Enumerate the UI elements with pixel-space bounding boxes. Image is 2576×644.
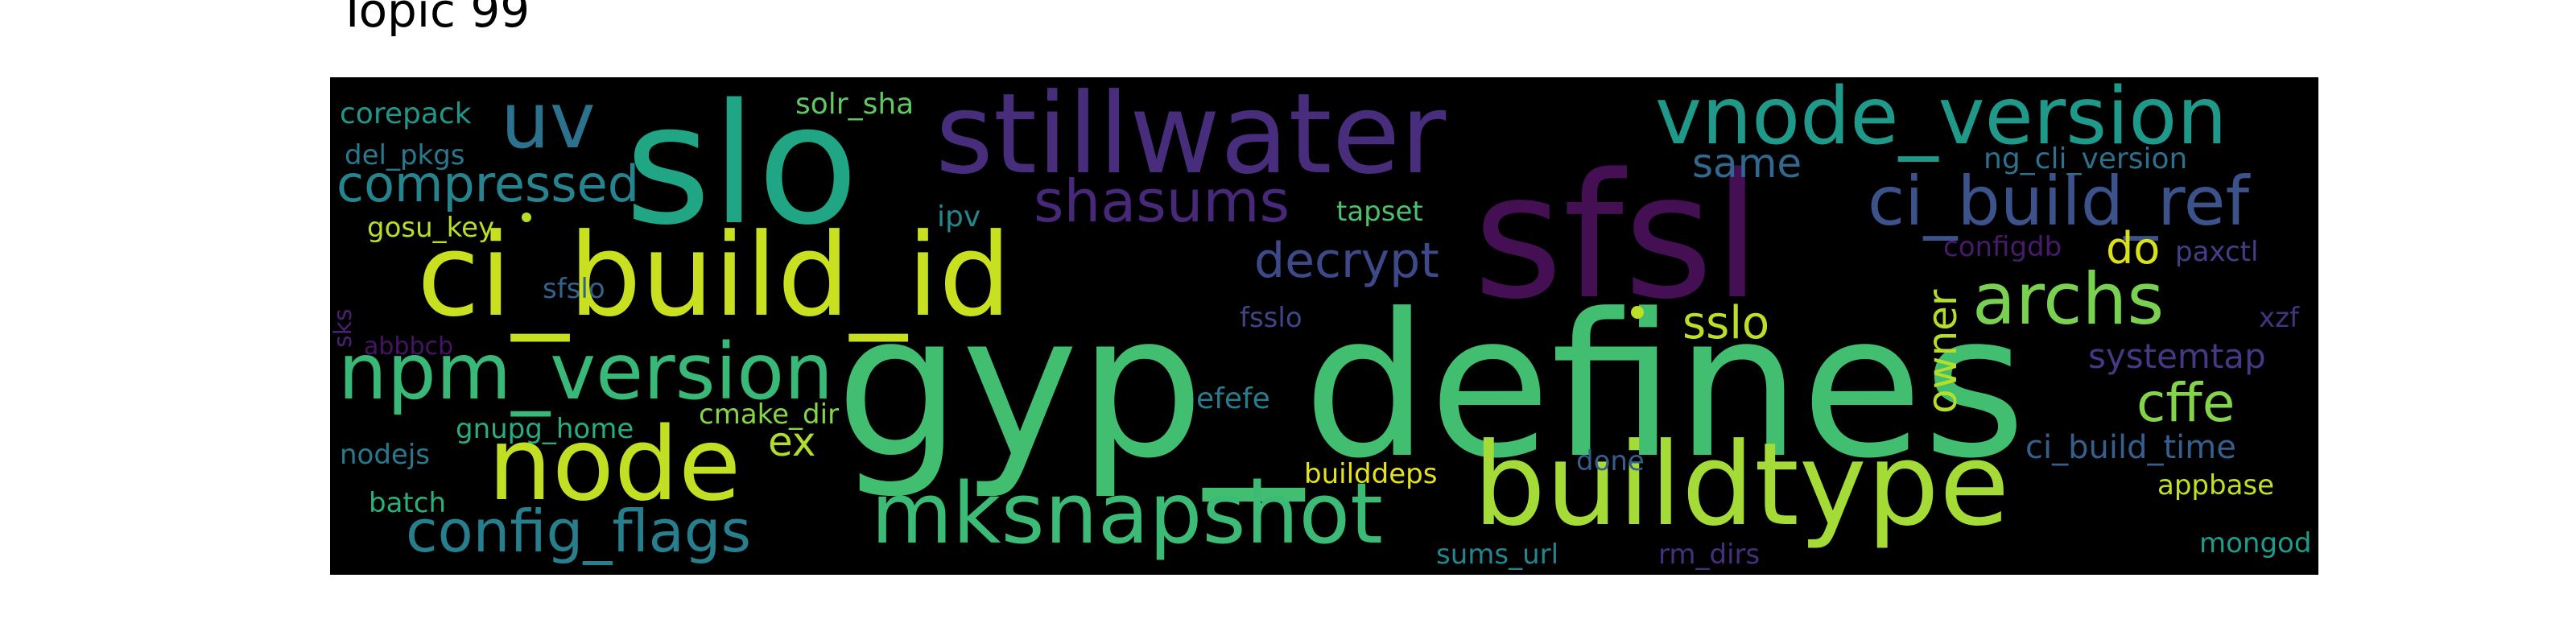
word-sums-url: sums_url bbox=[1436, 539, 1559, 571]
word-sslo-dot bbox=[1631, 306, 1644, 319]
word-tapset: tapset bbox=[1336, 196, 1423, 228]
word-rm-dirs: rm_dirs bbox=[1658, 539, 1761, 571]
word-gosu-dot bbox=[522, 213, 531, 222]
word-decrypt: decrypt bbox=[1254, 233, 1439, 289]
word-sks: sks bbox=[330, 308, 357, 348]
word-abbbcb: abbbcb bbox=[364, 332, 454, 361]
word-npm-version: npm_version bbox=[338, 327, 833, 417]
word-nodejs: nodejs bbox=[340, 439, 431, 471]
word-compressed: compressed bbox=[336, 155, 640, 213]
word-cmake-dir: cmake_dir bbox=[699, 398, 840, 431]
word-gyp-defines: gyp_defines bbox=[836, 272, 2026, 502]
word-del-pkgs: del_pkgs bbox=[345, 139, 465, 171]
word-cloud: gyp_defines sfsl slo stillwater buildtyp… bbox=[330, 77, 2318, 575]
word-sfsl: sfsl bbox=[1473, 137, 1761, 337]
word-solr-sha: solr_sha bbox=[795, 88, 914, 121]
word-node: node bbox=[488, 405, 741, 523]
word-ci-build-time: ci_build_time bbox=[2025, 429, 2236, 466]
word-slo: slo bbox=[625, 77, 859, 262]
word-fsslo: fsslo bbox=[1240, 302, 1302, 334]
word-builddeps: builddeps bbox=[1304, 458, 1438, 490]
word-cffe: cffe bbox=[2136, 372, 2235, 434]
word-efefe: efefe bbox=[1196, 382, 1270, 415]
word-systemtap: systemtap bbox=[2088, 336, 2266, 376]
word-xzf: xzf bbox=[2259, 302, 2299, 334]
word-corepack: corepack bbox=[340, 97, 472, 130]
word-config-flags: config_flags bbox=[406, 497, 752, 565]
word-do: do bbox=[2106, 223, 2161, 274]
word-batch: batch bbox=[369, 487, 446, 519]
word-archs: archs bbox=[1972, 258, 2165, 341]
word-stillwater: stillwater bbox=[935, 77, 1447, 199]
word-owner: owner bbox=[1919, 289, 1966, 415]
word-configdb: configdb bbox=[1943, 231, 2062, 263]
word-ci-build-ref: ci_build_ref bbox=[1868, 162, 2250, 241]
word-mongod: mongod bbox=[2199, 527, 2312, 559]
word-buildtype: buildtype bbox=[1473, 419, 2010, 551]
word-ng-cli-version: ng_cli_version bbox=[1984, 142, 2188, 175]
word-paxctl: paxctl bbox=[2175, 236, 2259, 268]
word-ci-build-id: ci_build_id bbox=[417, 209, 1012, 342]
word-mksnapshot: mksnapshot bbox=[871, 464, 1383, 563]
word-done: done bbox=[1576, 445, 1645, 477]
word-uv: uv bbox=[501, 77, 596, 166]
word-sfslo: sfslo bbox=[543, 273, 605, 305]
word-ex: ex bbox=[768, 419, 816, 465]
word-ipv: ipv bbox=[937, 200, 981, 233]
chart-title: Topic 99 bbox=[338, 0, 530, 38]
word-vnode-version: vnode_version bbox=[1655, 77, 2227, 163]
word-appbase: appbase bbox=[2157, 469, 2275, 502]
word-sslo: sslo bbox=[1682, 297, 1770, 349]
word-shasums: shasums bbox=[1034, 167, 1290, 235]
word-same: same bbox=[1692, 140, 1802, 187]
word-gnupg-home: gnupg_home bbox=[456, 413, 634, 445]
word-gosu-key: gosu_key bbox=[367, 212, 495, 244]
